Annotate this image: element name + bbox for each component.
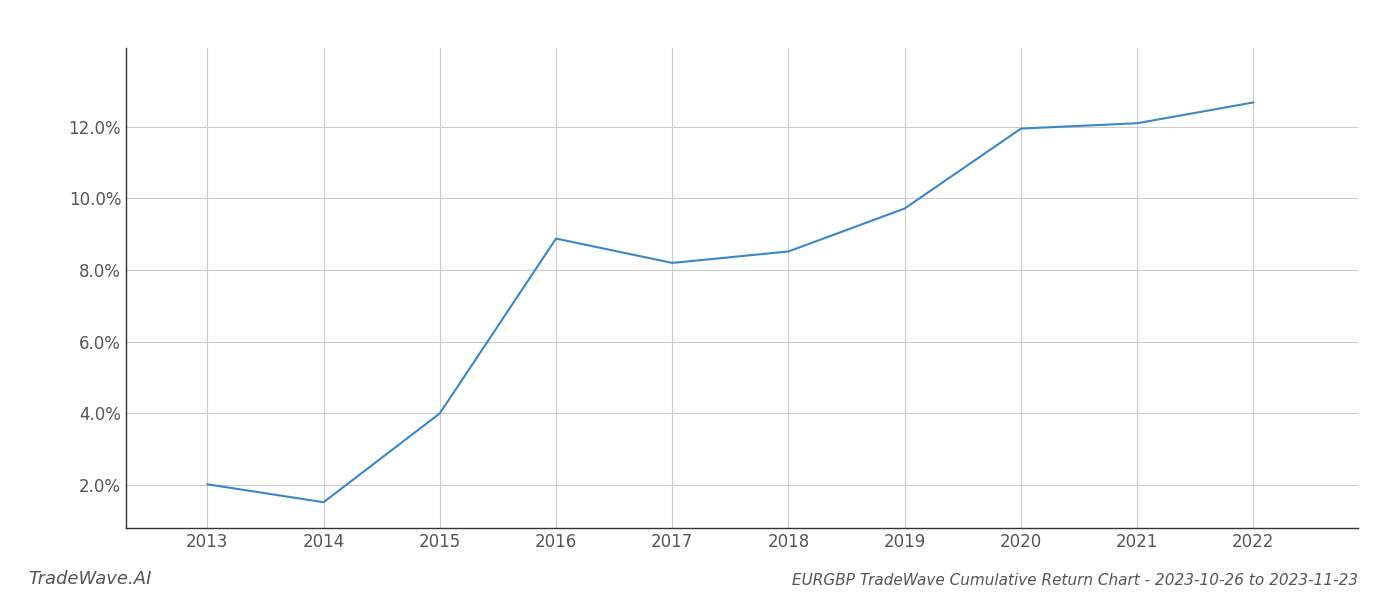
Text: EURGBP TradeWave Cumulative Return Chart - 2023-10-26 to 2023-11-23: EURGBP TradeWave Cumulative Return Chart… [792,573,1358,588]
Text: TradeWave.AI: TradeWave.AI [28,570,151,588]
